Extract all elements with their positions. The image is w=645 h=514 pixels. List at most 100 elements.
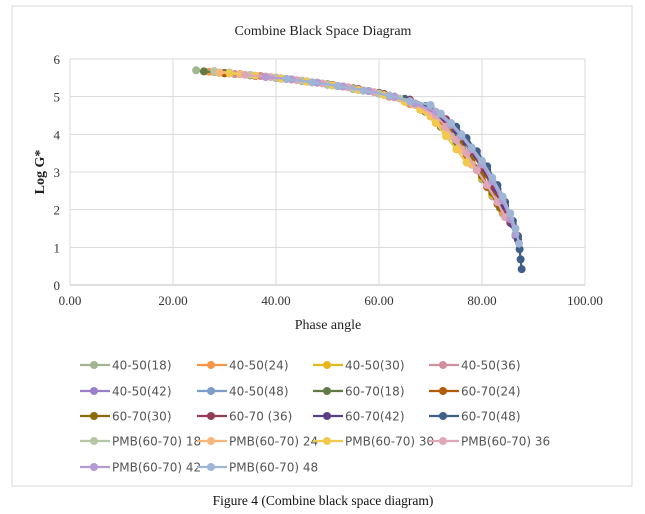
legend-label: 60-70(48) <box>461 410 521 424</box>
data-point <box>517 265 526 274</box>
y-tick-label: 0 <box>54 278 61 293</box>
y-tick-label: 4 <box>54 127 61 142</box>
legend-label: PMB(60-70) 42 <box>112 461 201 475</box>
data-point <box>431 119 440 128</box>
legend-marker <box>439 361 447 369</box>
legend-marker <box>207 437 215 445</box>
data-point <box>261 73 270 82</box>
data-point <box>215 68 224 77</box>
legend-marker <box>90 387 98 395</box>
legend-label: 60-70(18) <box>345 385 405 399</box>
data-point <box>472 166 481 175</box>
legend-marker <box>207 361 215 369</box>
legend-item: 40-50(18) <box>80 359 172 373</box>
legend-item: 60-70(30) <box>80 410 172 424</box>
data-point <box>199 67 208 76</box>
x-tick-label: 0.00 <box>59 293 82 308</box>
legend-label: 40-50(42) <box>112 385 172 399</box>
data-point <box>467 143 476 152</box>
legend-label: PMB(60-70) 24 <box>229 435 318 449</box>
legend-item: 40-50(30) <box>313 359 405 373</box>
data-point <box>452 145 461 154</box>
legend-item: 60-70(18) <box>313 385 405 399</box>
legend-marker <box>323 361 331 369</box>
legend-label: 40-50(36) <box>461 359 521 373</box>
data-point <box>426 100 435 109</box>
x-tick-label: 20.00 <box>158 293 187 308</box>
legend-marker <box>439 437 447 445</box>
data-point <box>282 74 291 83</box>
legend-item: 60-70(24) <box>429 385 521 399</box>
legend-item: 40-50(36) <box>429 359 521 373</box>
x-tick-label: 80.00 <box>467 293 496 308</box>
y-tick-label: 5 <box>54 90 61 105</box>
legend-marker <box>90 412 98 420</box>
series-group <box>192 66 526 274</box>
legend-item: 40-50(42) <box>80 385 172 399</box>
legend-item: 60-70(48) <box>429 410 521 424</box>
data-point <box>405 97 414 106</box>
y-tick-label: 1 <box>54 240 61 255</box>
legend-label: 60-70(42) <box>345 410 405 424</box>
legend-label: PMB(60-70) 30 <box>345 435 434 449</box>
y-tick-labels: 0 1 2 3 4 5 6 <box>54 52 61 293</box>
data-point <box>436 109 445 118</box>
series-pmb-60-70-48 <box>282 74 524 248</box>
data-point <box>515 239 524 248</box>
data-point <box>441 132 450 141</box>
data-point <box>478 156 486 165</box>
legend-marker <box>90 361 98 369</box>
legend-item: PMB(60-70) 42 <box>80 461 201 475</box>
legend: 40-50(18) 40-50(24) 40-50(30) 40-50(36) 40-5… <box>80 359 550 475</box>
y-tick-label: 6 <box>54 52 61 67</box>
data-point <box>225 69 234 78</box>
legend-marker <box>90 463 98 471</box>
x-tick-label: 40.00 <box>261 293 290 308</box>
legend-marker <box>323 412 331 420</box>
legend-label: PMB(60-70) 36 <box>461 435 550 449</box>
legend-marker <box>439 412 447 420</box>
legend-item: 60-70 (36) <box>197 410 292 424</box>
legend-item: PMB(60-70) 48 <box>197 461 318 475</box>
data-point <box>359 86 368 95</box>
y-tick-label: 2 <box>54 203 61 218</box>
y-axis-label: Log G* <box>33 150 48 195</box>
x-axis-label: Phase angle <box>295 318 361 333</box>
data-point <box>333 82 342 91</box>
x-tick-label: 100.00 <box>567 293 603 308</box>
chart-border <box>11 5 633 487</box>
legend-label: 40-50(24) <box>229 359 289 373</box>
legend-item: 40-50(24) <box>197 359 289 373</box>
legend-marker <box>90 437 98 445</box>
chart-title: Combine Black Space Diagram <box>235 24 412 39</box>
legend-label: 40-50(18) <box>112 359 172 373</box>
legend-label: 60-70(24) <box>461 385 521 399</box>
legend-label: PMB(60-70) 18 <box>112 435 201 449</box>
legend-marker <box>207 463 215 471</box>
data-point <box>498 192 507 201</box>
legend-marker <box>207 387 215 395</box>
legend-marker <box>207 412 215 420</box>
legend-item: PMB(60-70) 30 <box>313 435 434 449</box>
legend-item: PMB(60-70) 36 <box>429 435 550 449</box>
data-point <box>457 130 466 139</box>
legend-label: 60-70 (36) <box>229 410 292 424</box>
legend-item: 40-50(48) <box>197 385 289 399</box>
data-point <box>385 91 394 100</box>
data-point <box>516 255 525 264</box>
legend-marker <box>323 387 331 395</box>
figure-caption: Figure 4 (Combine black space diagram) <box>213 493 434 508</box>
data-point <box>241 70 250 79</box>
x-tick-label: 60.00 <box>364 293 393 308</box>
y-tick-label: 3 <box>54 165 61 180</box>
legend-label: 60-70(30) <box>112 410 172 424</box>
data-point <box>506 209 515 218</box>
legend-marker <box>439 387 447 395</box>
legend-label: PMB(60-70) 48 <box>229 461 318 475</box>
legend-label: 40-50(48) <box>229 385 289 399</box>
legend-item: PMB(60-70) 24 <box>197 435 318 449</box>
data-point <box>511 224 520 233</box>
data-point <box>462 158 471 167</box>
data-point <box>447 119 456 128</box>
